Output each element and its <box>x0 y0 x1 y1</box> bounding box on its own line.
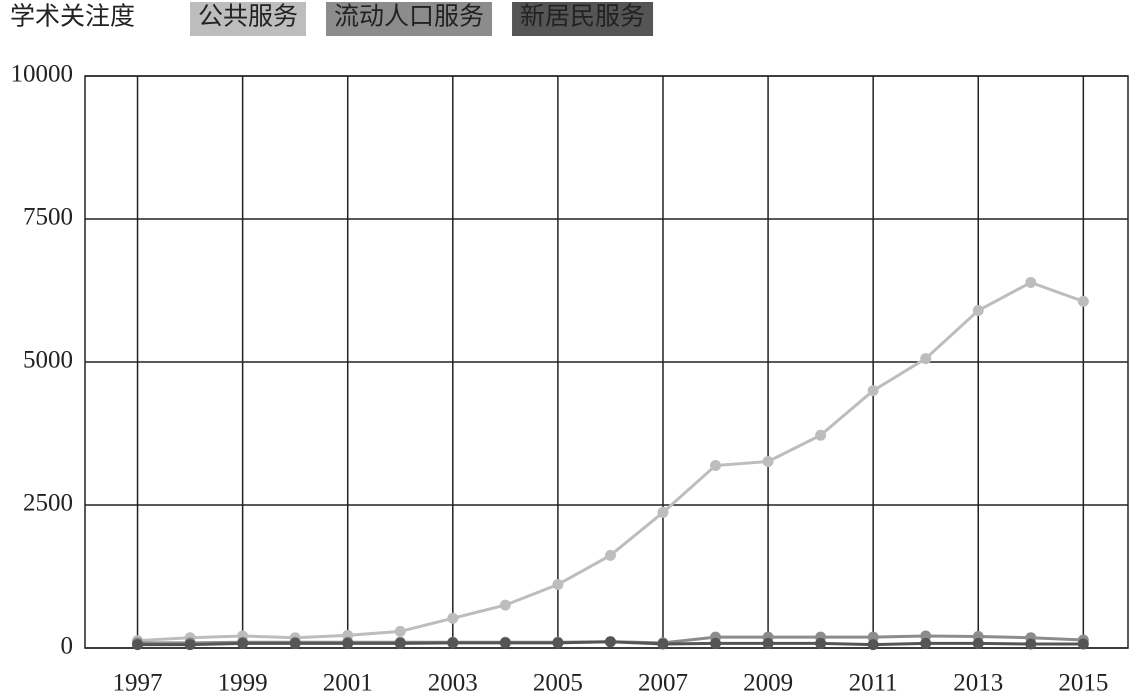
y-tick-label: 5000 <box>23 347 73 374</box>
data-point <box>394 637 406 649</box>
data-point <box>657 506 669 518</box>
x-tick-label: 2011 <box>849 670 898 695</box>
data-point <box>1025 638 1037 650</box>
data-point <box>1025 276 1037 288</box>
data-point <box>920 353 932 365</box>
y-tick-label: 0 <box>61 633 74 660</box>
data-point <box>499 637 511 649</box>
x-tick-label: 2003 <box>428 670 478 695</box>
x-tick-label: 2005 <box>533 670 583 695</box>
data-point <box>552 579 564 591</box>
x-tick-label: 2007 <box>638 670 688 695</box>
data-point <box>972 305 984 317</box>
plot-frame <box>84 75 1129 649</box>
legend-label: 公共服务 <box>198 3 298 31</box>
legend-title: 学术关注度 <box>10 3 135 31</box>
legend-swatch <box>326 2 493 36</box>
data-point <box>342 637 354 649</box>
data-point <box>1077 638 1089 650</box>
x-tick-label: 1999 <box>218 670 268 695</box>
legend-label: 新居民服务 <box>520 3 645 31</box>
data-point <box>920 637 932 649</box>
data-point <box>710 637 722 649</box>
series-line <box>137 280 1084 643</box>
data-point <box>657 638 669 650</box>
data-point <box>604 549 616 561</box>
data-point <box>972 637 984 649</box>
y-tick-label: 7500 <box>23 204 73 231</box>
legend-label: 流动人口服务 <box>334 3 484 31</box>
data-point <box>289 637 301 649</box>
data-point <box>237 637 249 649</box>
x-tick-label: 2009 <box>743 670 793 695</box>
data-point <box>815 637 827 649</box>
legend-swatch <box>190 2 307 36</box>
data-point <box>132 639 144 651</box>
x-tick-label: 1997 <box>113 670 163 695</box>
data-point <box>762 637 774 649</box>
legend-swatch <box>512 2 654 36</box>
data-point <box>604 636 616 648</box>
data-point <box>762 456 774 468</box>
data-point <box>394 625 406 637</box>
data-point <box>867 639 879 651</box>
x-tick-label: 2001 <box>323 670 373 695</box>
data-point <box>552 637 564 649</box>
data-point <box>499 599 511 611</box>
y-tick-label: 10000 <box>11 61 74 88</box>
data-point <box>815 429 827 441</box>
data-point <box>710 460 722 472</box>
x-tick-label: 2013 <box>953 670 1003 695</box>
data-point <box>184 639 196 651</box>
y-tick-label: 2500 <box>23 490 73 517</box>
data-point <box>867 385 879 397</box>
x-tick-label: 2015 <box>1058 670 1108 695</box>
data-point <box>1077 295 1089 307</box>
data-point <box>447 612 459 624</box>
data-point <box>447 637 459 649</box>
